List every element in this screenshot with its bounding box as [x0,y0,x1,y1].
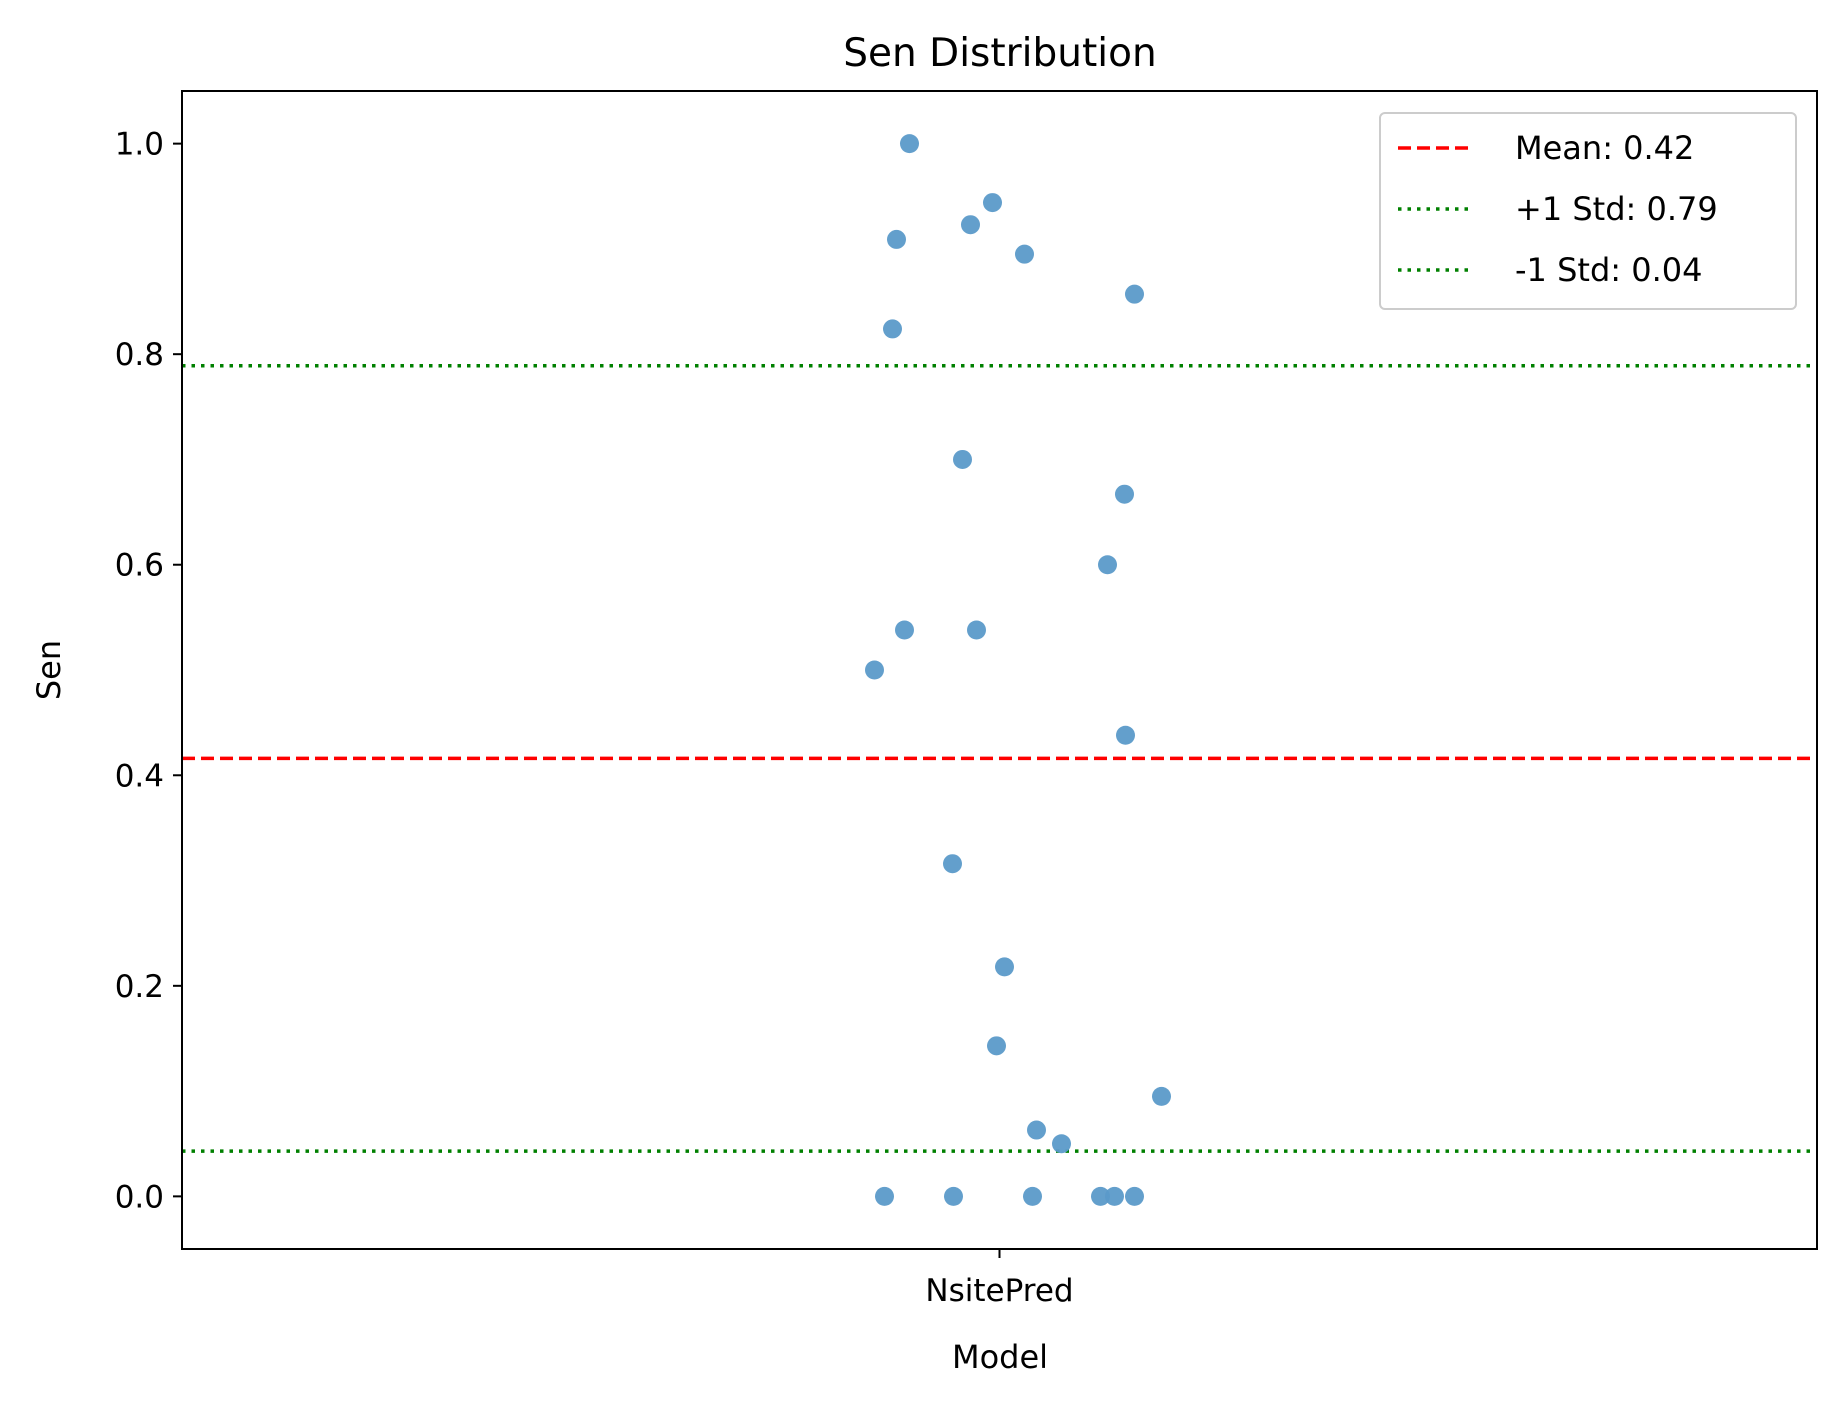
axis-ticks: 0.0 0.2 0.4 0.6 0.8 1.0 NsitePred [115,127,1074,1309]
data-point [887,229,906,249]
data-point [1027,1120,1046,1140]
y-tick-label: 0.6 [115,548,164,584]
data-point [961,215,980,235]
y-tick-label: 0.4 [115,758,164,794]
x-axis-label: Model [952,1338,1048,1376]
data-point [1098,555,1117,575]
data-point [900,134,919,154]
data-point [987,1036,1006,1056]
data-point [1105,1186,1124,1206]
legend-label: +1 Std: 0.79 [1515,190,1718,228]
x-tick-label: NsitePred [925,1273,1073,1309]
data-point [1052,1134,1071,1154]
data-point [1023,1186,1042,1206]
y-axis-label: Sen [30,640,68,700]
data-point [1152,1086,1171,1106]
data-point [1125,1186,1144,1206]
data-point [1115,484,1134,504]
data-point [953,449,972,469]
legend-box [1379,112,1797,310]
data-point [895,620,914,640]
plot-layer [182,134,1817,1206]
legend: Mean: 0.42 +1 Std: 0.79 -1 Std: 0.04 [1379,112,1797,310]
y-tick-label: 0.8 [115,337,164,373]
data-point [1015,244,1034,264]
data-point [995,957,1014,977]
y-tick-label: 1.0 [115,127,164,163]
data-point [883,319,902,339]
data-point [983,193,1002,213]
y-tick-label: 0.0 [115,1179,164,1215]
y-tick-label: 0.2 [115,969,164,1005]
legend-label: -1 Std: 0.04 [1515,251,1702,289]
data-point [944,1186,963,1206]
data-point [1091,1186,1110,1206]
legend-label: Mean: 0.42 [1515,129,1694,167]
data-point [1116,725,1135,745]
data-point [875,1186,894,1206]
data-point [1125,284,1144,304]
data-point [943,854,962,874]
chart-title: Sen Distribution [843,31,1156,76]
data-point [865,660,884,680]
data-point [967,620,986,640]
